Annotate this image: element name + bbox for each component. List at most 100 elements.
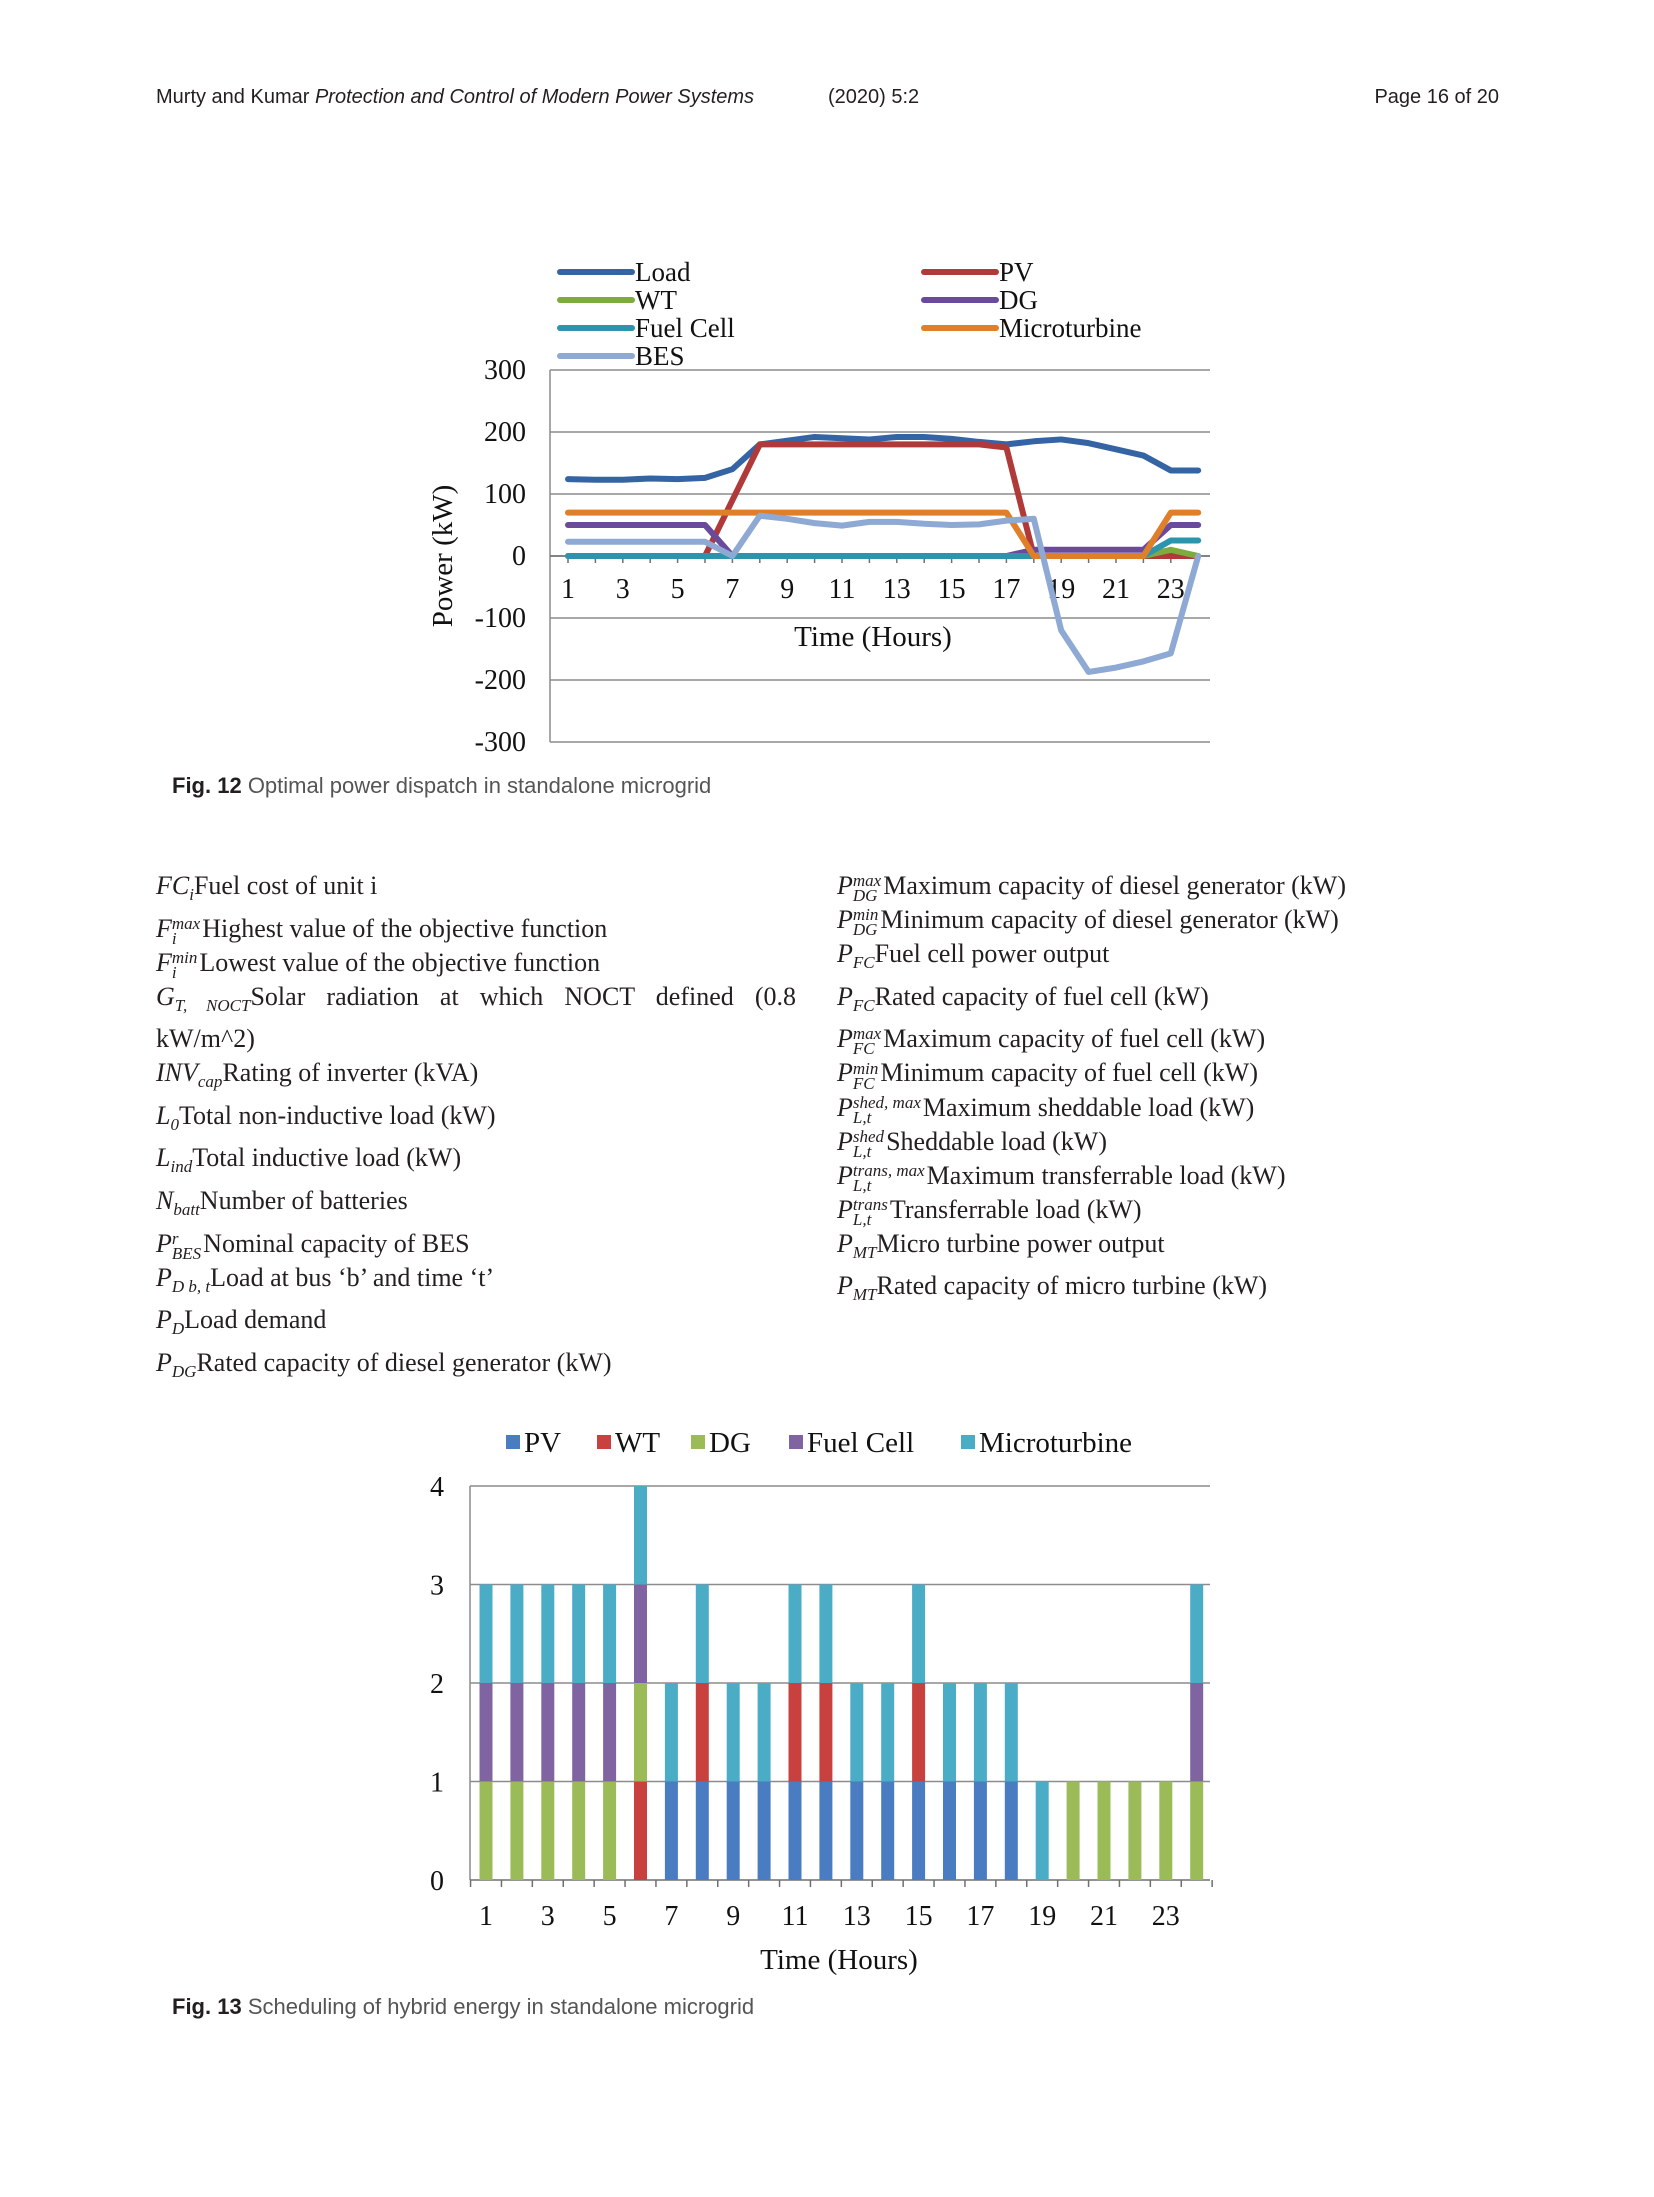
- symbol-base: F: [156, 947, 172, 977]
- symbol-base: INV: [156, 1057, 198, 1087]
- x-tick-label: 23: [1152, 1901, 1180, 1932]
- symbol-base: P: [837, 981, 853, 1011]
- symbol-superscript: min: [852, 1058, 879, 1078]
- bar-segment-fuel-cell: [541, 1683, 555, 1782]
- bar-segment-pv: [788, 1781, 802, 1880]
- symbol-superscript: r: [171, 1228, 179, 1248]
- bar-segment-microturbine: [603, 1584, 617, 1683]
- y-tick-label: 1: [430, 1768, 444, 1799]
- x-tick-label: 7: [725, 574, 739, 605]
- symbol-base: FC: [156, 871, 190, 900]
- bar-segment-dg: [603, 1781, 617, 1880]
- x-tick-label: 9: [780, 574, 794, 605]
- bar-segment-pv: [695, 1781, 709, 1880]
- nomenclature-description: Nominal capacity of BES: [203, 1228, 470, 1258]
- y-tick-label: -300: [475, 727, 526, 758]
- figure-12-caption: Fig. 12 Optimal power dispatch in standa…: [172, 773, 711, 799]
- symbol-script-stack: shed L,t: [852, 1128, 884, 1161]
- symbol-subscript: L,t: [852, 1107, 872, 1127]
- symbol-script-stack: min i: [171, 949, 198, 982]
- figure-13-caption: Fig. 13 Scheduling of hybrid energy in s…: [172, 1994, 754, 2020]
- bar-segment-microturbine: [943, 1683, 956, 1782]
- symbol-base: P: [837, 1058, 853, 1088]
- nomenclature-symbol: PDG: [156, 1348, 196, 1381]
- bar-segment-microturbine: [479, 1584, 493, 1683]
- bar-segment-dg: [634, 1683, 647, 1782]
- bar-segment-fuel-cell: [479, 1683, 493, 1782]
- header-issue: (2020) 5:2: [828, 86, 920, 108]
- nomenclature-description: Maximum transferrable load (kW): [926, 1160, 1286, 1190]
- figure-12-caption-text: Optimal power dispatch in standalone mic…: [247, 773, 712, 798]
- series-line-microturbine: [565, 509, 1202, 559]
- x-tick-label: 1: [479, 1901, 493, 1932]
- symbol-subscript: FC: [852, 1073, 875, 1093]
- x-tick-label: 23: [1157, 574, 1185, 605]
- bar-segment-fuel-cell: [1190, 1683, 1204, 1782]
- bar-segment-pv: [973, 1781, 987, 1880]
- bar-segment-microturbine: [788, 1584, 802, 1683]
- nomenclature-symbol: Nbatt: [156, 1186, 200, 1219]
- y-tick-label: 100: [484, 479, 526, 510]
- symbol-subscript: i: [171, 962, 177, 982]
- bar-segment-fuel-cell: [510, 1683, 524, 1782]
- nomenclature-symbol: GT, NOCT: [156, 982, 250, 1015]
- y-axis-title: Power (kW): [427, 485, 459, 628]
- nomenclature-description: Number of batteries: [199, 1186, 408, 1215]
- symbol-base: P: [837, 1092, 853, 1122]
- bar-segment-dg: [1190, 1781, 1204, 1880]
- nomenclature-description: Rated capacity of fuel cell (kW): [874, 981, 1209, 1011]
- x-tick-label: 9: [726, 1901, 740, 1932]
- y-tick-label: 2: [430, 1669, 444, 1700]
- legend-swatch: [789, 1435, 803, 1449]
- nomenclature-description: Total inductive load (kW): [192, 1143, 462, 1173]
- symbol-superscript: trans: [852, 1194, 888, 1214]
- bar-segment-microturbine: [634, 1486, 647, 1585]
- bar-segment-pv: [912, 1781, 926, 1880]
- legend-label: WT: [615, 1427, 660, 1459]
- symbol-base: F: [156, 913, 172, 943]
- symbol-base: P: [837, 1228, 853, 1258]
- y-tick-label: 300: [484, 355, 526, 386]
- symbol-script-stack: shed, max L,t: [852, 1094, 921, 1127]
- bar-segment-microturbine: [881, 1683, 895, 1782]
- nomenclature-description: Minimum capacity of fuel cell (kW): [880, 1058, 1258, 1088]
- symbol-superscript: min: [852, 905, 879, 925]
- nomenclature-symbol: PMT: [837, 1228, 877, 1262]
- legend-label: WT: [635, 285, 677, 315]
- symbol-subscript: L,t: [852, 1141, 872, 1161]
- nomenclature-description: Lowest value of the objective function: [199, 947, 601, 977]
- legend-label: DG: [999, 285, 1038, 315]
- nomenclature-symbol: INVcap: [156, 1057, 222, 1091]
- bar-segment-pv: [664, 1781, 678, 1880]
- header-page-number: Page 16 of 20: [1374, 86, 1499, 108]
- nomenclature-item: LindTotal inductive load (kW): [156, 1141, 796, 1184]
- x-tick-label: 17: [966, 1901, 994, 1932]
- symbol-subscript: D b, t: [171, 1276, 211, 1296]
- bar-segment-microturbine: [726, 1683, 740, 1782]
- x-tick-label: 21: [1102, 574, 1130, 605]
- symbol-base: P: [837, 1271, 853, 1301]
- symbol-base: P: [837, 939, 853, 969]
- bar-segment-fuel-cell: [634, 1584, 647, 1683]
- symbol-base: P: [156, 1348, 172, 1378]
- nomenclature-description: Load demand: [184, 1305, 327, 1335]
- y-tick-label: -100: [475, 603, 526, 634]
- symbol-subscript: L,t: [852, 1209, 872, 1229]
- header-journal: Protection and Control of Modern Power S…: [314, 86, 755, 108]
- nomenclature-item: PD b, tLoad at bus ‘b’ and time ‘t’: [156, 1261, 796, 1304]
- nomenclature-symbol: PFC: [837, 939, 875, 972]
- symbol-script-stack: r BES: [171, 1228, 201, 1262]
- nomenclature-item: FCiFuel cost of unit i: [156, 869, 796, 912]
